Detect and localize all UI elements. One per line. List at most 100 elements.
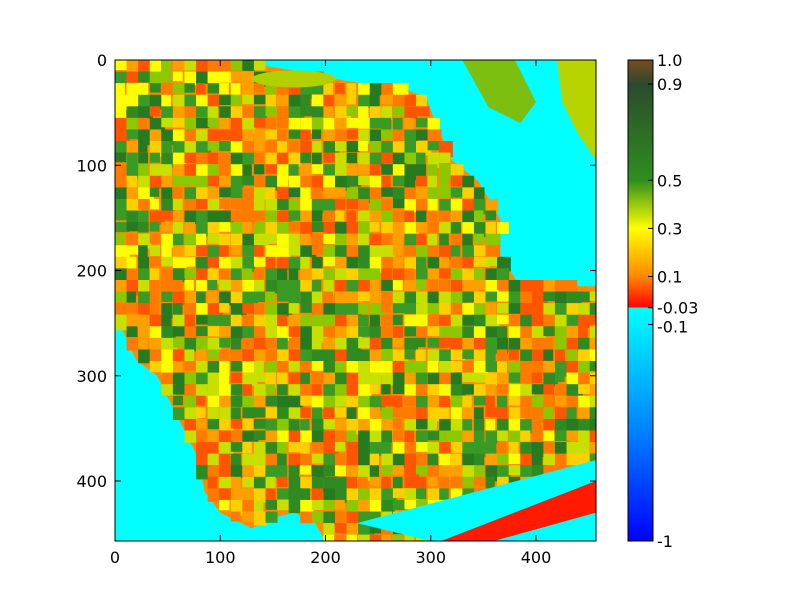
field-patch — [253, 453, 266, 466]
field-patch — [161, 94, 172, 111]
field-patch — [242, 384, 252, 398]
field-patch — [253, 442, 268, 457]
field-patch — [253, 395, 269, 410]
field-patch — [161, 129, 176, 145]
field-patch — [242, 407, 256, 418]
field-patch — [149, 349, 163, 365]
colorbar-tick-label: -0.03 — [657, 299, 698, 318]
field-patch — [531, 326, 547, 340]
field-patch — [508, 453, 522, 465]
field-patch — [497, 291, 511, 302]
field-patch — [346, 303, 361, 318]
field-patch — [427, 117, 440, 131]
field-patch — [184, 210, 199, 225]
field-patch — [196, 407, 206, 418]
field-patch — [149, 117, 165, 133]
field-patch — [485, 384, 496, 398]
field-patch — [288, 210, 303, 221]
field-patch — [381, 407, 396, 420]
field-patch — [543, 430, 555, 441]
field-patch — [334, 164, 349, 178]
field-patch — [566, 430, 583, 441]
field-patch — [242, 245, 259, 257]
field-patch — [300, 511, 314, 524]
field-patch — [508, 349, 519, 360]
field-patch — [207, 326, 221, 337]
field-patch — [358, 372, 371, 387]
field-patch — [427, 141, 444, 151]
field-patch — [416, 141, 432, 156]
field-patch — [311, 372, 327, 383]
field-patch — [323, 198, 336, 212]
field-patch — [381, 395, 397, 407]
field-patch — [184, 384, 196, 397]
field-patch — [404, 129, 418, 145]
field-patch — [219, 106, 233, 118]
field-patch — [554, 337, 569, 353]
field-patch — [300, 488, 311, 504]
field-patch — [323, 523, 335, 539]
field-patch — [253, 60, 266, 71]
y-tick-label: 300 — [76, 367, 107, 386]
field-patch — [508, 430, 523, 444]
field-patch — [323, 175, 339, 190]
field-patch — [253, 511, 267, 526]
field-patch — [497, 476, 514, 487]
field-patch — [334, 361, 346, 376]
field-patch — [358, 349, 373, 362]
field-patch — [369, 314, 380, 328]
field-patch — [138, 106, 153, 119]
field-patch — [196, 94, 212, 110]
field-patch — [450, 256, 464, 268]
field-patch — [311, 279, 322, 293]
field-patch — [172, 314, 186, 329]
field-patch — [369, 222, 380, 232]
field-patch — [184, 233, 197, 246]
field-patch — [416, 291, 428, 305]
field-patch — [450, 361, 466, 373]
field-patch — [196, 326, 209, 337]
field-patch — [277, 326, 292, 342]
field-patch — [543, 442, 555, 456]
field-patch — [462, 361, 474, 373]
field-patch — [277, 314, 288, 331]
field-patch — [497, 279, 512, 291]
field-patch — [196, 442, 210, 458]
field-patch — [450, 268, 465, 281]
field-patch — [358, 407, 373, 421]
field-patch — [253, 407, 267, 418]
field-patch — [207, 291, 218, 303]
field-patch — [358, 198, 369, 214]
field-patch — [439, 314, 456, 326]
field-patch — [416, 442, 430, 452]
field-patch — [334, 349, 349, 362]
field-patch — [207, 71, 220, 87]
field-patch — [346, 94, 357, 105]
field-patch — [520, 291, 532, 304]
field-patch — [462, 256, 474, 271]
field-patch — [288, 291, 301, 304]
field-patch — [566, 337, 580, 352]
field-patch — [300, 384, 315, 395]
field-patch — [543, 418, 558, 434]
field-patch — [300, 94, 311, 107]
field-patch — [230, 245, 241, 255]
field-patch — [265, 488, 276, 503]
field-patch — [138, 198, 154, 210]
field-patch — [334, 534, 346, 541]
field-patch — [311, 499, 327, 510]
field-patch — [196, 245, 210, 257]
field-patch — [277, 476, 288, 488]
field-patch — [219, 395, 235, 409]
field-patch — [126, 222, 142, 232]
field-patch — [554, 326, 570, 341]
field-patch — [149, 268, 160, 283]
field-patch — [520, 349, 534, 362]
field-patch — [196, 106, 211, 118]
field-patch — [462, 395, 472, 411]
field-patch — [219, 187, 236, 198]
field-patch — [277, 442, 287, 454]
field-patch — [311, 222, 327, 232]
field-patch — [300, 106, 313, 117]
field-patch — [149, 94, 164, 110]
